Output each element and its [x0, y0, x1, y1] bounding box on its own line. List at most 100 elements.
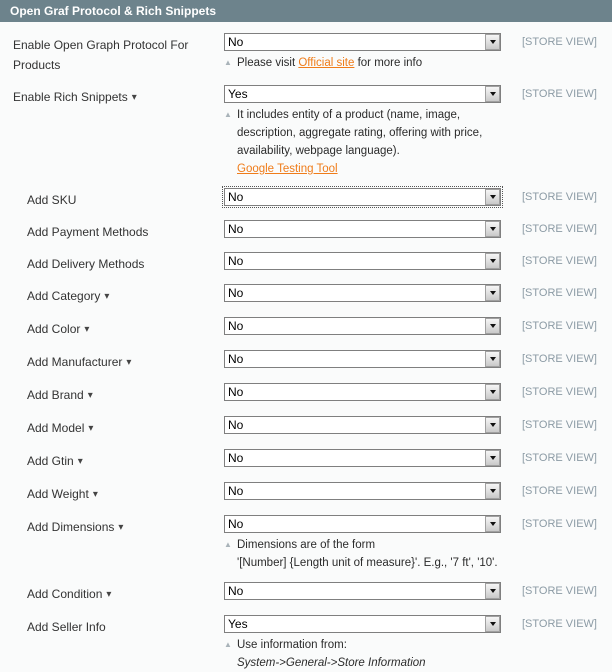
note-marker-icon: ▲	[224, 640, 232, 649]
field-value-cell: No	[224, 284, 522, 302]
dropdown-arrow-icon[interactable]	[485, 253, 500, 269]
scope-label: [STORE VIEW]	[522, 485, 597, 497]
dropdown-arrow-icon[interactable]	[485, 616, 500, 632]
expander-arrow-icon[interactable]: ▾	[88, 423, 94, 434]
select-dropdown[interactable]: No	[224, 220, 501, 238]
select-dropdown[interactable]: No	[224, 515, 501, 533]
scope-label: [STORE VIEW]	[522, 88, 597, 100]
note-line: '[Number] {Length unit of measure}'. E.g…	[237, 554, 522, 572]
field-label: Add Delivery Methods▾	[0, 252, 224, 274]
scope-label: [STORE VIEW]	[522, 223, 597, 235]
expander-arrow-icon[interactable]: ▾	[77, 456, 83, 467]
select-dropdown[interactable]: No	[224, 284, 501, 302]
field-value-cell: Yes ▲ It includes entity of a product (na…	[224, 85, 522, 178]
field-value-cell: No	[224, 482, 522, 500]
field-note: ▲ Dimensions are of the form '[Number] {Le…	[224, 536, 522, 572]
field-value-cell: No	[224, 383, 522, 401]
scope-label: [STORE VIEW]	[522, 320, 597, 332]
config-form: Enable Open Graph Protocol For Products▾…	[0, 22, 612, 672]
field-label: Add Manufacturer ▾	[0, 350, 224, 373]
dropdown-arrow-icon[interactable]	[485, 516, 500, 532]
dropdown-arrow-icon[interactable]	[485, 86, 500, 102]
scope-label: [STORE VIEW]	[522, 287, 597, 299]
field-label-text: Add Brand	[27, 388, 84, 402]
scope-label: [STORE VIEW]	[522, 191, 597, 203]
field-label: Enable Rich Snippets ▾	[0, 85, 224, 108]
field-label-text: Add Manufacturer	[27, 355, 123, 369]
select-dropdown[interactable]: Yes	[224, 85, 501, 103]
dropdown-arrow-icon[interactable]	[485, 483, 500, 499]
select-dropdown[interactable]: Yes	[224, 615, 501, 633]
note-line: It includes entity of a product (name, i…	[237, 106, 522, 124]
note-link[interactable]: Google Testing Tool	[237, 163, 338, 175]
field-label-text: Add Payment Methods	[27, 225, 149, 239]
expander-arrow-icon[interactable]: ▾	[87, 390, 93, 401]
note-text: It includes entity of a product (name, i…	[237, 109, 461, 121]
dropdown-arrow-icon[interactable]	[485, 221, 500, 237]
select-dropdown[interactable]: No	[224, 383, 501, 401]
config-row: Add Model ▾ No [STORE VIEW]	[0, 416, 612, 439]
select-value: No	[228, 385, 244, 399]
field-label: Add Payment Methods▾	[0, 220, 224, 242]
field-label: Add Model ▾	[0, 416, 224, 439]
select-dropdown[interactable]: No	[224, 482, 501, 500]
field-label-text: Add Gtin	[27, 454, 74, 468]
dropdown-arrow-icon[interactable]	[485, 318, 500, 334]
select-dropdown[interactable]: No	[224, 350, 501, 368]
dropdown-arrow-icon[interactable]	[485, 285, 500, 301]
note-line: description, aggregate rating, offering …	[237, 124, 522, 142]
dropdown-arrow-icon[interactable]	[485, 384, 500, 400]
dropdown-arrow-icon[interactable]	[485, 417, 500, 433]
note-line: System->General->Store Information	[237, 654, 522, 672]
note-line: Dimensions are of the form	[237, 536, 522, 554]
expander-arrow-icon[interactable]: ▾	[126, 357, 132, 368]
section-header[interactable]: Open Graf Protocol & Rich Snippets	[0, 0, 612, 22]
field-label: Add SKU▾	[0, 188, 224, 210]
select-dropdown[interactable]: No	[222, 186, 503, 208]
expander-arrow-icon[interactable]: ▾	[104, 291, 110, 302]
expander-arrow-icon[interactable]: ▾	[106, 589, 112, 600]
field-label-text: Add Model	[27, 421, 85, 435]
select-value: No	[228, 352, 244, 366]
field-label-text: Add Delivery Methods	[27, 257, 145, 271]
select-dropdown[interactable]: No	[224, 317, 501, 335]
dropdown-arrow-icon[interactable]	[485, 450, 500, 466]
select-dropdown[interactable]: No	[224, 449, 501, 467]
scope-label: [STORE VIEW]	[522, 452, 597, 464]
expander-arrow-icon[interactable]: ▾	[92, 489, 98, 500]
dropdown-arrow-icon[interactable]	[485, 189, 500, 205]
field-label: Add Condition ▾	[0, 582, 224, 605]
select-value: No	[228, 190, 244, 204]
field-label: Add Gtin ▾	[0, 449, 224, 472]
expander-arrow-icon[interactable]: ▾	[131, 92, 137, 103]
dropdown-arrow-icon[interactable]	[485, 351, 500, 367]
config-row: Add Condition ▾ No [STORE VIEW]	[0, 582, 612, 605]
select-dropdown[interactable]: No	[224, 33, 501, 51]
section-title: Open Graf Protocol & Rich Snippets	[10, 4, 217, 18]
field-label: Add Dimensions ▾	[0, 515, 224, 538]
field-value-cell: No	[224, 317, 522, 335]
field-label-text: Add Weight	[27, 487, 89, 501]
config-row: Add Color ▾ No [STORE VIEW]	[0, 317, 612, 340]
note-link[interactable]: Official site	[298, 57, 355, 69]
field-label-text: Add Color	[27, 322, 81, 336]
expander-arrow-icon[interactable]: ▾	[84, 324, 90, 335]
expander-arrow-icon[interactable]: ▾	[118, 522, 124, 533]
select-dropdown[interactable]: No	[224, 582, 501, 600]
config-row: Add Brand ▾ No [STORE VIEW]	[0, 383, 612, 406]
note-text: description, aggregate rating, offering …	[237, 127, 483, 139]
field-label-text: Add Condition	[27, 587, 103, 601]
field-value-cell: No	[222, 186, 522, 208]
scope-label: [STORE VIEW]	[522, 585, 597, 597]
field-value-cell: No	[224, 350, 522, 368]
select-dropdown[interactable]: No	[224, 416, 501, 434]
config-row: Add Payment Methods▾ No [STORE VIEW]	[0, 220, 612, 242]
config-row: Add Gtin ▾ No [STORE VIEW]	[0, 449, 612, 472]
scope-label: [STORE VIEW]	[522, 353, 597, 365]
field-label-text: Enable Rich Snippets	[13, 90, 128, 104]
dropdown-arrow-icon[interactable]	[485, 34, 500, 50]
select-dropdown[interactable]: No	[224, 252, 501, 270]
dropdown-arrow-icon[interactable]	[485, 583, 500, 599]
select-value: No	[228, 286, 244, 300]
scope-label: [STORE VIEW]	[522, 255, 597, 267]
